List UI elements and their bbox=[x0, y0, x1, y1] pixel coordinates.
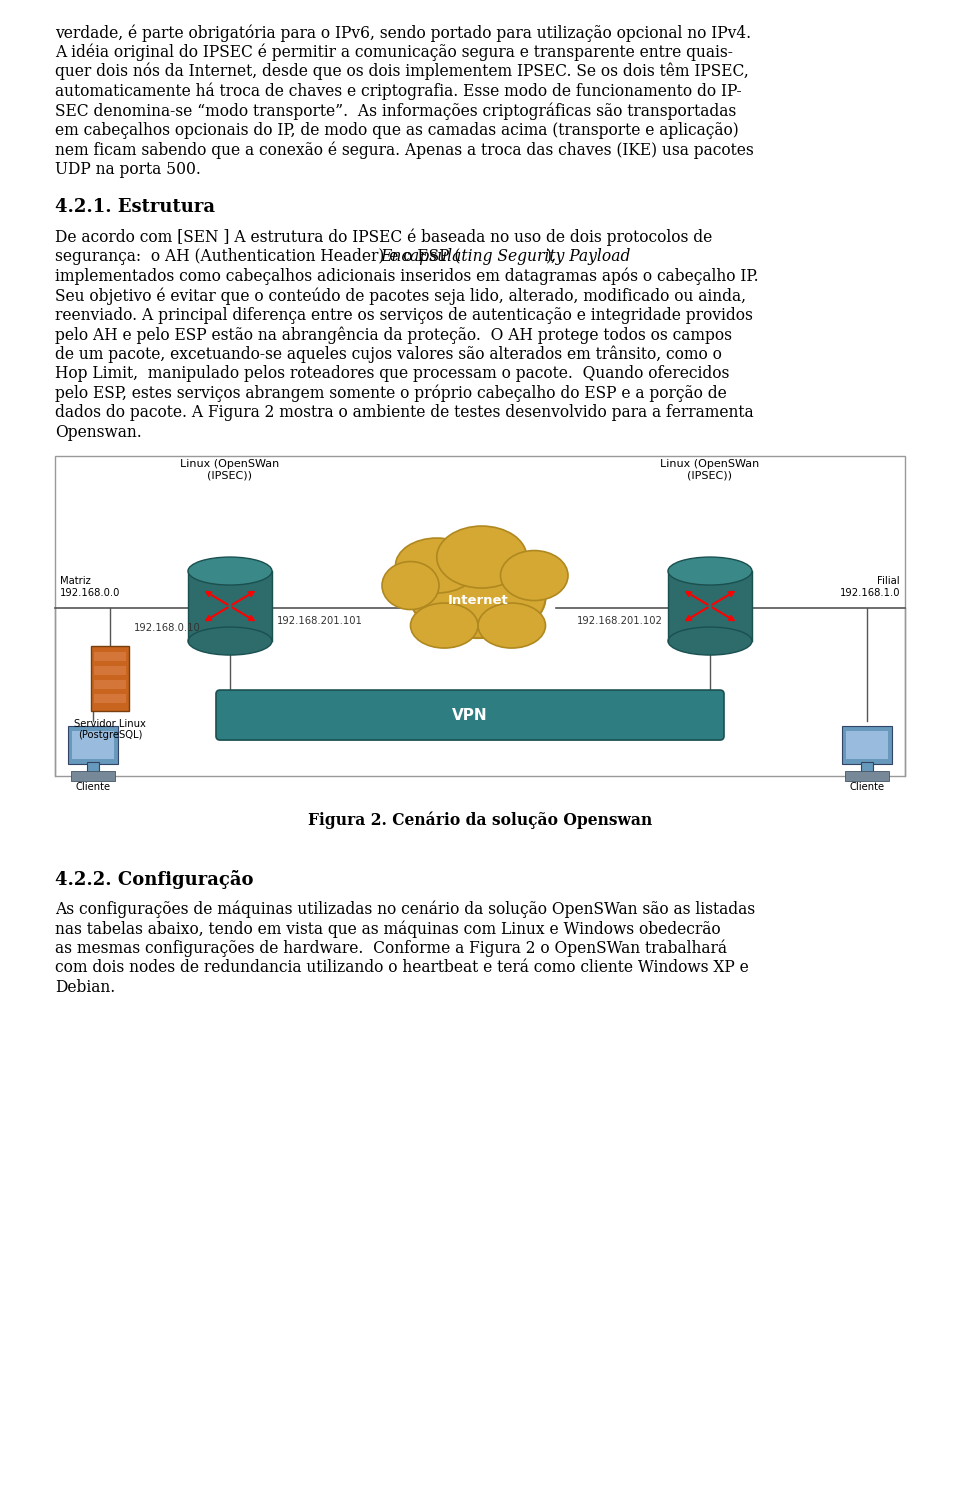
FancyBboxPatch shape bbox=[668, 570, 752, 641]
Ellipse shape bbox=[188, 557, 272, 585]
Text: de um pacote, excetuando-se aqueles cujos valores são alterados em trânsito, com: de um pacote, excetuando-se aqueles cujo… bbox=[55, 346, 722, 364]
Text: nem ficam sabendo que a conexão é segura. Apenas a troca das chaves (IKE) usa pa: nem ficam sabendo que a conexão é segura… bbox=[55, 140, 754, 158]
Text: Hop Limit,  manipulado pelos roteadores que processam o pacote.  Quando oferecid: Hop Limit, manipulado pelos roteadores q… bbox=[55, 365, 730, 382]
Text: verdade, é parte obrigatória para o IPv6, sendo portado para utilização opcional: verdade, é parte obrigatória para o IPv6… bbox=[55, 24, 751, 42]
Text: implementados como cabeçalhos adicionais inseridos em datagramas após o cabeçalh: implementados como cabeçalhos adicionais… bbox=[55, 267, 758, 285]
Text: automaticamente há troca de chaves e criptografia. Esse modo de funcionamento do: automaticamente há troca de chaves e cri… bbox=[55, 83, 742, 100]
Text: Encapsulating Segurity Payload: Encapsulating Segurity Payload bbox=[380, 249, 630, 266]
Text: quer dois nós da Internet, desde que os dois implementem IPSEC. Se os dois têm I: quer dois nós da Internet, desde que os … bbox=[55, 63, 749, 80]
FancyBboxPatch shape bbox=[71, 771, 115, 782]
Text: Openswan.: Openswan. bbox=[55, 424, 142, 441]
Text: A idéia original do IPSEC é permitir a comunicação segura e transparente entre q: A idéia original do IPSEC é permitir a c… bbox=[55, 44, 732, 60]
Text: 4.2.1. Estrutura: 4.2.1. Estrutura bbox=[55, 198, 215, 216]
FancyBboxPatch shape bbox=[72, 730, 114, 759]
Ellipse shape bbox=[668, 628, 752, 655]
FancyBboxPatch shape bbox=[842, 726, 892, 764]
Text: Matriz
192.168.0.0: Matriz 192.168.0.0 bbox=[60, 576, 120, 598]
Text: Linux (OpenSWan
(IPSEC)): Linux (OpenSWan (IPSEC)) bbox=[660, 459, 759, 481]
Ellipse shape bbox=[668, 557, 752, 585]
Text: as mesmas configurações de hardware.  Conforme a Figura 2 o OpenSWan trabalhará: as mesmas configurações de hardware. Con… bbox=[55, 940, 727, 957]
Text: Cliente: Cliente bbox=[850, 782, 884, 792]
Text: com dois nodes de redundancia utilizando o heartbeat e terá como cliente Windows: com dois nodes de redundancia utilizando… bbox=[55, 960, 749, 976]
FancyBboxPatch shape bbox=[94, 679, 126, 688]
Text: De acordo com [SEN ] A estrutura do IPSEC é baseada no uso de dois protocolos de: De acordo com [SEN ] A estrutura do IPSE… bbox=[55, 229, 712, 246]
Text: 4.2.2. Configuração: 4.2.2. Configuração bbox=[55, 869, 253, 889]
Text: 192.168.201.101: 192.168.201.101 bbox=[277, 616, 363, 626]
Ellipse shape bbox=[437, 527, 527, 589]
FancyBboxPatch shape bbox=[845, 771, 889, 782]
Text: SEC denomina-se “modo transporte”.  As informações criptográficas são transporta: SEC denomina-se “modo transporte”. As in… bbox=[55, 103, 736, 119]
Text: VPN: VPN bbox=[452, 708, 488, 723]
Text: reenviado. A principal diferença entre os serviços de autenticação e integridade: reenviado. A principal diferença entre o… bbox=[55, 306, 753, 324]
Text: Seu objetivo é evitar que o conteúdo de pacotes seja lido, alterado, modificado : Seu objetivo é evitar que o conteúdo de … bbox=[55, 287, 746, 305]
Text: em cabeçalhos opcionais do IP, de modo que as camadas acima (transporte e aplica: em cabeçalhos opcionais do IP, de modo q… bbox=[55, 122, 739, 139]
Text: Cliente: Cliente bbox=[76, 782, 110, 792]
FancyBboxPatch shape bbox=[91, 646, 129, 711]
Text: Figura 2. Cenário da solução Openswan: Figura 2. Cenário da solução Openswan bbox=[308, 810, 652, 828]
Text: Filial
192.168.1.0: Filial 192.168.1.0 bbox=[839, 576, 900, 598]
Text: 192.168.201.102: 192.168.201.102 bbox=[577, 616, 663, 626]
Ellipse shape bbox=[411, 604, 478, 647]
Text: pelo ESP, estes serviços abrangem somente o próprio cabeçalho do ESP e a porção : pelo ESP, estes serviços abrangem soment… bbox=[55, 385, 727, 403]
FancyBboxPatch shape bbox=[846, 730, 888, 759]
FancyBboxPatch shape bbox=[861, 762, 873, 773]
FancyBboxPatch shape bbox=[94, 694, 126, 703]
FancyBboxPatch shape bbox=[188, 570, 272, 641]
Text: nas tabelas abaixo, tendo em vista que as máquinas com Linux e Windows obedecrão: nas tabelas abaixo, tendo em vista que a… bbox=[55, 920, 721, 937]
Text: segurança:  o AH (Authentication Header) e o ESP (: segurança: o AH (Authentication Header) … bbox=[55, 249, 461, 266]
Ellipse shape bbox=[188, 628, 272, 655]
Ellipse shape bbox=[478, 604, 545, 647]
FancyBboxPatch shape bbox=[68, 726, 118, 764]
Text: Internet: Internet bbox=[447, 593, 509, 607]
Ellipse shape bbox=[382, 561, 439, 610]
FancyBboxPatch shape bbox=[94, 652, 126, 661]
Text: Debian.: Debian. bbox=[55, 979, 115, 996]
FancyBboxPatch shape bbox=[87, 762, 99, 773]
FancyBboxPatch shape bbox=[94, 665, 126, 675]
Text: pelo AH e pelo ESP estão na abrangência da proteção.  O AH protege todos os camp: pelo AH e pelo ESP estão na abrangência … bbox=[55, 326, 732, 344]
Text: UDP na porta 500.: UDP na porta 500. bbox=[55, 160, 201, 178]
Text: Linux (OpenSWan
(IPSEC)): Linux (OpenSWan (IPSEC)) bbox=[180, 459, 279, 481]
FancyBboxPatch shape bbox=[216, 690, 724, 739]
Text: ),: ), bbox=[545, 249, 557, 266]
Ellipse shape bbox=[411, 558, 545, 638]
Text: dados do pacote. A Figura 2 mostra o ambiente de testes desenvolvido para a ferr: dados do pacote. A Figura 2 mostra o amb… bbox=[55, 404, 754, 421]
Text: 192.168.0.10: 192.168.0.10 bbox=[134, 623, 201, 634]
Text: Servidor Linux
(PostgreSQL): Servidor Linux (PostgreSQL) bbox=[74, 718, 146, 739]
Ellipse shape bbox=[396, 539, 478, 593]
Text: As configurações de máquinas utilizadas no cenário da solução OpenSWan são as li: As configurações de máquinas utilizadas … bbox=[55, 901, 756, 919]
Ellipse shape bbox=[500, 551, 568, 601]
